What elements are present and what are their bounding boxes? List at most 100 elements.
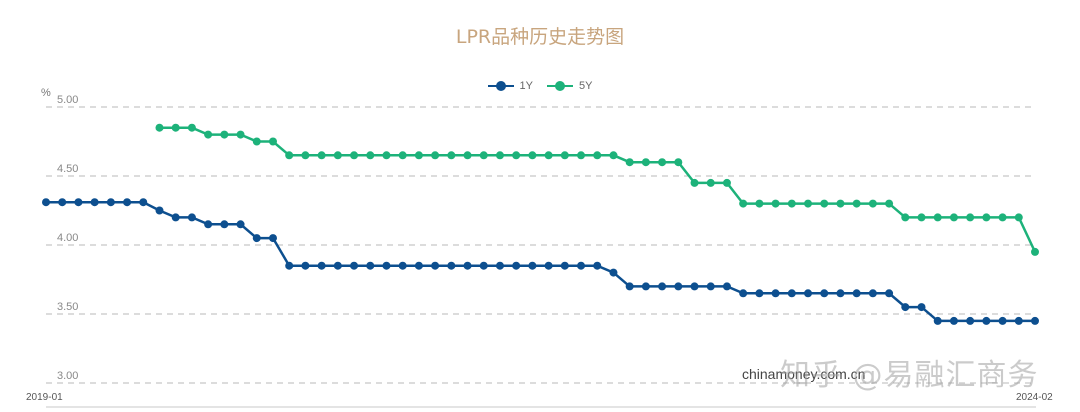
data-point-1y[interactable] xyxy=(868,289,877,298)
data-point-5y[interactable] xyxy=(252,137,261,146)
data-point-5y[interactable] xyxy=(495,151,504,160)
data-point-1y[interactable] xyxy=(447,261,456,270)
data-point-5y[interactable] xyxy=(998,213,1007,222)
data-point-5y[interactable] xyxy=(268,137,277,146)
data-point-5y[interactable] xyxy=(690,178,699,187)
data-point-1y[interactable] xyxy=(544,261,553,270)
data-point-5y[interactable] xyxy=(220,130,229,139)
data-point-5y[interactable] xyxy=(933,213,942,222)
data-point-1y[interactable] xyxy=(804,289,813,298)
data-point-5y[interactable] xyxy=(463,151,472,160)
data-point-5y[interactable] xyxy=(755,199,764,208)
data-point-5y[interactable] xyxy=(171,123,180,132)
data-point-1y[interactable] xyxy=(301,261,310,270)
data-point-1y[interactable] xyxy=(625,282,634,291)
data-point-5y[interactable] xyxy=(625,158,634,167)
data-point-1y[interactable] xyxy=(382,261,391,270)
data-point-5y[interactable] xyxy=(771,199,780,208)
data-point-1y[interactable] xyxy=(933,316,942,325)
data-point-5y[interactable] xyxy=(577,151,586,160)
data-point-5y[interactable] xyxy=(1014,213,1023,222)
data-point-5y[interactable] xyxy=(868,199,877,208)
data-point-1y[interactable] xyxy=(528,261,537,270)
data-point-5y[interactable] xyxy=(544,151,553,160)
data-point-1y[interactable] xyxy=(123,198,132,207)
data-point-5y[interactable] xyxy=(155,123,164,132)
data-point-5y[interactable] xyxy=(366,151,375,160)
data-point-5y[interactable] xyxy=(285,151,294,160)
data-point-1y[interactable] xyxy=(512,261,521,270)
data-point-1y[interactable] xyxy=(106,198,115,207)
data-point-1y[interactable] xyxy=(431,261,440,270)
data-point-1y[interactable] xyxy=(674,282,683,291)
legend-item-5y[interactable]: 5Y xyxy=(547,80,592,92)
data-point-1y[interactable] xyxy=(739,289,748,298)
data-point-1y[interactable] xyxy=(90,198,99,207)
data-point-1y[interactable] xyxy=(366,261,375,270)
data-point-1y[interactable] xyxy=(755,289,764,298)
data-point-1y[interactable] xyxy=(885,289,894,298)
data-point-5y[interactable] xyxy=(447,151,456,160)
data-point-1y[interactable] xyxy=(836,289,845,298)
data-point-1y[interactable] xyxy=(982,316,991,325)
data-point-1y[interactable] xyxy=(479,261,488,270)
data-point-1y[interactable] xyxy=(1014,316,1023,325)
data-point-5y[interactable] xyxy=(1031,247,1039,256)
data-point-1y[interactable] xyxy=(593,261,602,270)
data-point-1y[interactable] xyxy=(722,282,731,291)
data-point-5y[interactable] xyxy=(593,151,602,160)
data-point-1y[interactable] xyxy=(139,198,148,207)
data-point-5y[interactable] xyxy=(512,151,521,160)
data-point-5y[interactable] xyxy=(479,151,488,160)
data-point-1y[interactable] xyxy=(495,261,504,270)
data-point-1y[interactable] xyxy=(333,261,342,270)
data-point-1y[interactable] xyxy=(690,282,699,291)
data-point-5y[interactable] xyxy=(641,158,650,167)
data-point-5y[interactable] xyxy=(187,123,196,132)
data-point-1y[interactable] xyxy=(949,316,958,325)
data-point-1y[interactable] xyxy=(58,198,67,207)
data-point-5y[interactable] xyxy=(333,151,342,160)
data-point-5y[interactable] xyxy=(787,199,796,208)
data-point-1y[interactable] xyxy=(658,282,667,291)
data-point-1y[interactable] xyxy=(236,220,245,229)
data-point-5y[interactable] xyxy=(804,199,813,208)
data-point-5y[interactable] xyxy=(852,199,861,208)
data-point-5y[interactable] xyxy=(236,130,245,139)
data-point-5y[interactable] xyxy=(658,158,667,167)
data-point-5y[interactable] xyxy=(431,151,440,160)
data-point-5y[interactable] xyxy=(901,213,910,222)
data-point-1y[interactable] xyxy=(398,261,407,270)
data-point-5y[interactable] xyxy=(982,213,991,222)
data-point-1y[interactable] xyxy=(171,213,180,222)
data-point-5y[interactable] xyxy=(885,199,894,208)
data-point-1y[interactable] xyxy=(901,303,910,312)
data-point-5y[interactable] xyxy=(674,158,683,167)
data-point-5y[interactable] xyxy=(350,151,359,160)
data-point-5y[interactable] xyxy=(528,151,537,160)
data-point-1y[interactable] xyxy=(285,261,294,270)
data-point-1y[interactable] xyxy=(74,198,83,207)
data-point-1y[interactable] xyxy=(852,289,861,298)
data-point-1y[interactable] xyxy=(917,303,926,312)
data-point-1y[interactable] xyxy=(820,289,829,298)
data-point-1y[interactable] xyxy=(414,261,423,270)
data-point-5y[interactable] xyxy=(966,213,975,222)
data-point-1y[interactable] xyxy=(187,213,196,222)
data-point-1y[interactable] xyxy=(220,220,229,229)
data-point-1y[interactable] xyxy=(1031,316,1039,325)
data-point-5y[interactable] xyxy=(382,151,391,160)
data-point-1y[interactable] xyxy=(155,206,164,215)
data-point-1y[interactable] xyxy=(998,316,1007,325)
data-point-1y[interactable] xyxy=(268,234,277,243)
data-point-1y[interactable] xyxy=(706,282,715,291)
data-point-1y[interactable] xyxy=(560,261,569,270)
data-point-1y[interactable] xyxy=(252,234,261,243)
data-point-5y[interactable] xyxy=(820,199,829,208)
data-point-5y[interactable] xyxy=(317,151,326,160)
data-point-1y[interactable] xyxy=(609,268,618,277)
data-point-1y[interactable] xyxy=(787,289,796,298)
data-point-5y[interactable] xyxy=(560,151,569,160)
data-point-5y[interactable] xyxy=(917,213,926,222)
data-point-5y[interactable] xyxy=(301,151,310,160)
